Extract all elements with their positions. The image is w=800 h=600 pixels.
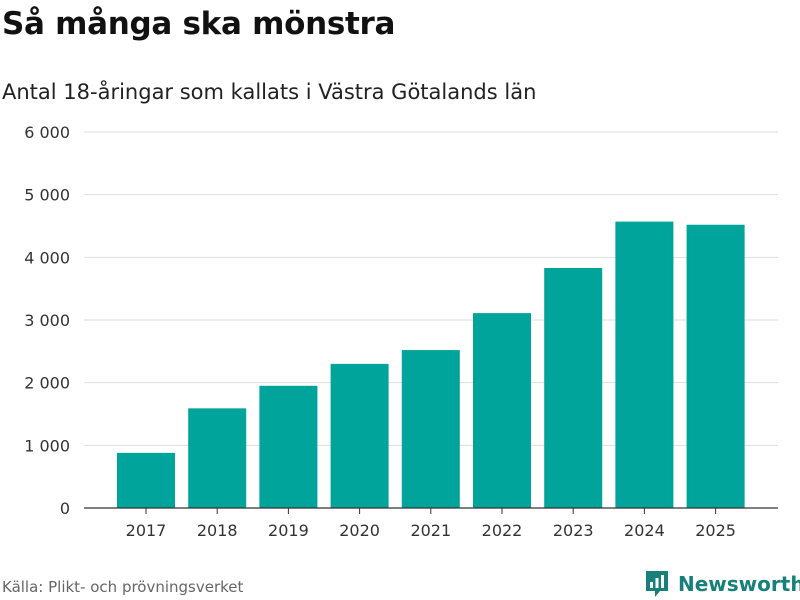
axes — [84, 507, 778, 514]
bars — [117, 221, 745, 508]
bar-2020[interactable] — [330, 363, 389, 508]
x-tick-label: 2021 — [410, 521, 451, 540]
x-tick-label: 2024 — [624, 521, 665, 540]
y-tick-label: 0 — [60, 499, 70, 518]
bar-2024[interactable] — [615, 221, 674, 508]
y-tick-label: 6 000 — [24, 123, 70, 142]
y-tick-label: 1 000 — [24, 436, 70, 455]
x-tick-label: 2018 — [197, 521, 238, 540]
bar-2025[interactable] — [686, 224, 745, 508]
brand-logo: Newsworthy — [644, 568, 800, 600]
x-tick-label: 2017 — [126, 521, 167, 540]
chart-subtitle: Antal 18-åringar som kallats i Västra Gö… — [2, 80, 537, 104]
bar-2023[interactable] — [544, 267, 603, 508]
x-tick-label: 2023 — [553, 521, 594, 540]
x-tick-label: 2022 — [482, 521, 523, 540]
x-tick-label: 2025 — [695, 521, 736, 540]
bar-2018[interactable] — [188, 408, 247, 508]
bar-2017[interactable] — [117, 452, 175, 508]
tick-labels: 0 1 000 2 000 3 000 4 000 5 000 6 000 2017 2018 2… — [24, 123, 736, 540]
newsworthy-logo-icon — [646, 571, 668, 597]
bar-2022[interactable] — [473, 313, 531, 508]
bar-2019[interactable] — [259, 385, 318, 508]
y-tick-label: 3 000 — [24, 311, 70, 330]
source-note: Källa: Plikt- och prövningsverket — [2, 578, 244, 596]
bar-2021[interactable] — [401, 350, 460, 508]
y-tick-label: 2 000 — [24, 374, 70, 393]
brand-name: Newsworthy — [678, 572, 800, 596]
chart-title: Så många ska mönstra — [2, 6, 396, 42]
x-tick-label: 2019 — [268, 521, 309, 540]
x-tick-label: 2020 — [339, 521, 380, 540]
y-tick-label: 5 000 — [24, 186, 70, 205]
y-tick-label: 4 000 — [24, 248, 70, 267]
